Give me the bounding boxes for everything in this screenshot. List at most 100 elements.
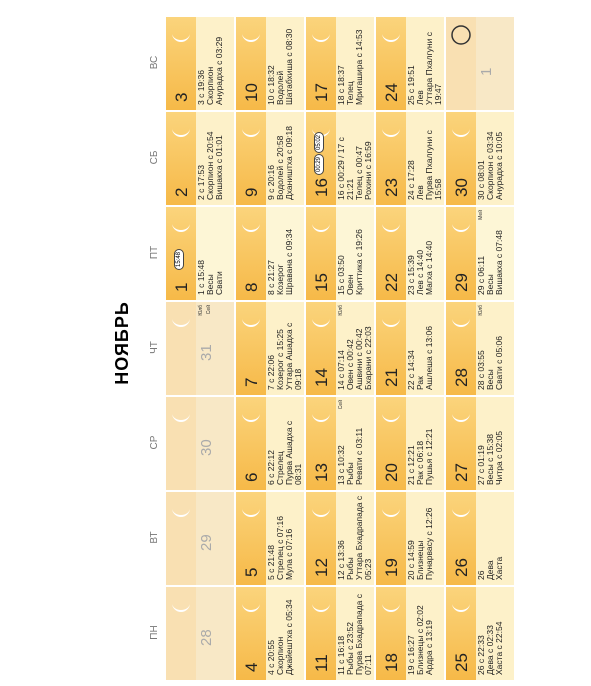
detail-line: Пурва Бхадрапада с 07:11 (354, 593, 373, 675)
note-label: Юлб (338, 305, 344, 316)
detail-line: Магха с 14:40 (424, 240, 434, 295)
day-cell: 12 12 с 13:36 Рыбы Уттара Бхадрапада с 05:2… (306, 492, 374, 585)
day-details: 10 с 18:32 Водолей Шатабхиша с 08:30 (266, 19, 294, 105)
moon-icon (242, 223, 260, 232)
detail-line: Дхаништха с 09:18 (284, 126, 294, 200)
day-details: 26 с 22:33 Дева с 02:33 Хаста с 22:54 (476, 589, 504, 675)
moon-icon (242, 603, 260, 612)
day-details: 21 с 12:21 Рак с 06:18 Пушья с 12:21 (406, 399, 434, 485)
day-cell: 23 24 с 17:28 Лев Пурва Пхалгуни с 15:58 (376, 112, 444, 205)
day-number: 30 (198, 439, 215, 456)
moon-icon (242, 508, 260, 517)
day-number: 4 (242, 662, 261, 672)
detail-line: Криттика с 19:26 (354, 229, 364, 295)
moon-icon (172, 33, 190, 42)
detail-line: Шравана с 09:34 (284, 228, 294, 295)
weekday-label: ПТ (146, 205, 164, 300)
moon-icon (382, 603, 400, 612)
day-cell: 31 Юлб Сей (166, 302, 234, 395)
day-cell: 19 20 с 14:59 Близнецы Пунарвасу с 12:26 (376, 492, 444, 585)
moon-time-badge: 15:48 (174, 248, 184, 270)
detail-line: Вишакха с 07:48 (494, 230, 504, 295)
moon-icon (452, 318, 470, 327)
detail-line: Мула с 07:16 (284, 528, 294, 580)
day-details: 3 с 19:36 Скорпион Анурадха с 03:29 (196, 19, 224, 105)
moon-icon (172, 413, 190, 422)
day-details: 12 с 13:36 Рыбы Уттара Бхадрапада с 05:23 (336, 494, 373, 580)
day-cell: 29 (166, 492, 234, 585)
weekday-label: ВТ (146, 490, 164, 585)
detail-line: Свати с 05:06 (494, 336, 504, 390)
month-title: НОЯБРЬ (112, 301, 132, 385)
detail-line: Мригашира с 14:53 (354, 29, 364, 105)
detail-line: Пушья с 12:21 (424, 428, 434, 485)
day-details: 25 с 19:51 Лев Уттара Пхалгуни с 19:47 (406, 19, 443, 105)
day-details: 26 Дева Хаста (476, 494, 504, 580)
day-number: 11 (312, 654, 331, 672)
detail-line: Читра с 02:05 (494, 430, 504, 485)
day-number: 12 (312, 558, 331, 577)
moon-icon (452, 413, 470, 422)
note-label: Мей (478, 210, 484, 220)
day-details: 19 с 16:27 Близнецы с 02:02 Ардра с 13:19 (406, 589, 434, 675)
day-number: 1 (478, 67, 495, 76)
detail-line: Бхарани с 22:03 (363, 326, 373, 390)
day-cell: 27 27 с 01:19 Весы с 15:38 Читра с 02:05 (446, 397, 514, 490)
moon-icon (452, 508, 470, 517)
detail-line: Ревати с 03:11 (354, 427, 364, 485)
weekday-label: СБ (146, 110, 164, 205)
day-details: 29 с 06:11 Весы Вишакха с 07:48 (476, 209, 504, 295)
day-cell: 6 6 с 22:12 Стрелец Пурва Ашадха с 08:31 (236, 397, 304, 490)
day-number: 21 (382, 368, 401, 387)
moon-time-badge: 05:02 (314, 131, 324, 153)
day-number: 31 (198, 344, 215, 361)
day-number: 7 (242, 377, 261, 387)
detail-line: Свати (214, 271, 224, 295)
day-details: 22 с 14:34 Рак Ашлеша с 13:06 (406, 304, 434, 390)
moon-icon (312, 223, 330, 232)
day-details: 20 с 14:59 Близнецы Пунарвасу с 12:26 (406, 494, 434, 580)
day-number: 26 (452, 558, 471, 577)
day-details: 6 с 22:12 Стрелец Пурва Ашадха с 08:31 (266, 399, 303, 485)
day-cell: 21 22 с 14:34 Рак Ашлеша с 13:06 (376, 302, 444, 395)
day-details: 11 с 16:18 Рыбы с 23:52 Пурва Бхадрапада с… (336, 589, 373, 675)
day-number: 29 (198, 534, 215, 551)
day-details: 2 с 17:53 Скорпион с 20:54 Вишакха с 01:01 (196, 114, 224, 200)
day-cell: 1 15:48 1 с 15:48 Весы Свати (166, 207, 234, 300)
day-number: 25 (452, 653, 471, 672)
day-number: 1 (172, 282, 191, 292)
day-number: 9 (242, 187, 261, 197)
detail-line: Джайештха с 05:34 (284, 599, 294, 675)
day-cell: 20 21 с 12:21 Рак с 06:18 Пушья с 12:21 (376, 397, 444, 490)
day-cell: 18 19 с 16:27 Близнецы с 02:02 Ардра с 13:1… (376, 587, 444, 680)
day-cell: 9 9 с 20:16 Водолей с 20:58 Дхаништха с 09:… (236, 112, 304, 205)
detail-line: Рохини с 16:59 (363, 141, 373, 200)
detail-line: Анурадха с 03:29 (214, 36, 224, 105)
detail-line: Хаста с 22:54 (494, 621, 504, 675)
day-cell: 25 26 с 22:33 Дева с 02:33 Хаста с 22:54 (446, 587, 514, 680)
day-number: 13 (312, 463, 331, 482)
day-number: 30 (452, 178, 471, 197)
moon-icon (382, 508, 400, 517)
day-details: 14 с 07:14 Овен с 00:42 Ашвини с 00:42 Бхар… (336, 304, 373, 390)
day-cell: 15 15 с 03:50 Овен Криттика с 19:26 (306, 207, 374, 300)
note-label: Юлб (478, 305, 484, 316)
day-number: 8 (242, 282, 261, 292)
moon-icon (242, 318, 260, 327)
moon-icon (382, 223, 400, 232)
day-details: 28 с 03:55 Весы Свати с 05:06 (476, 304, 504, 390)
day-details: 13 с 10:32 Рыбы Ревати с 03:11 (336, 399, 364, 485)
day-number: 28 (198, 629, 215, 646)
day-cell: 5 5 с 21:48 Стрелец с 07:16 Мула с 07:16 (236, 492, 304, 585)
moon-icon (382, 128, 400, 137)
moon-icon (312, 318, 330, 327)
day-cell: 11 11 с 16:18 Рыбы с 23:52 Пурва Бхадрапада… (306, 587, 374, 680)
day-details: 16 с 00:29 / 17 с 21:21 Телец с 00:47 Рохи… (336, 114, 373, 200)
day-cell: 10 10 с 18:32 Водолей Шатабхиша с 08:30 (236, 17, 304, 110)
day-cell: 14 14 с 07:14 Овен с 00:42 Ашвини с 00:42 Бх… (306, 302, 374, 395)
detail-line: Пурва Пхалгуни с 15:58 (424, 130, 443, 200)
day-number: 20 (382, 463, 401, 482)
note-label: Сей (206, 305, 212, 315)
